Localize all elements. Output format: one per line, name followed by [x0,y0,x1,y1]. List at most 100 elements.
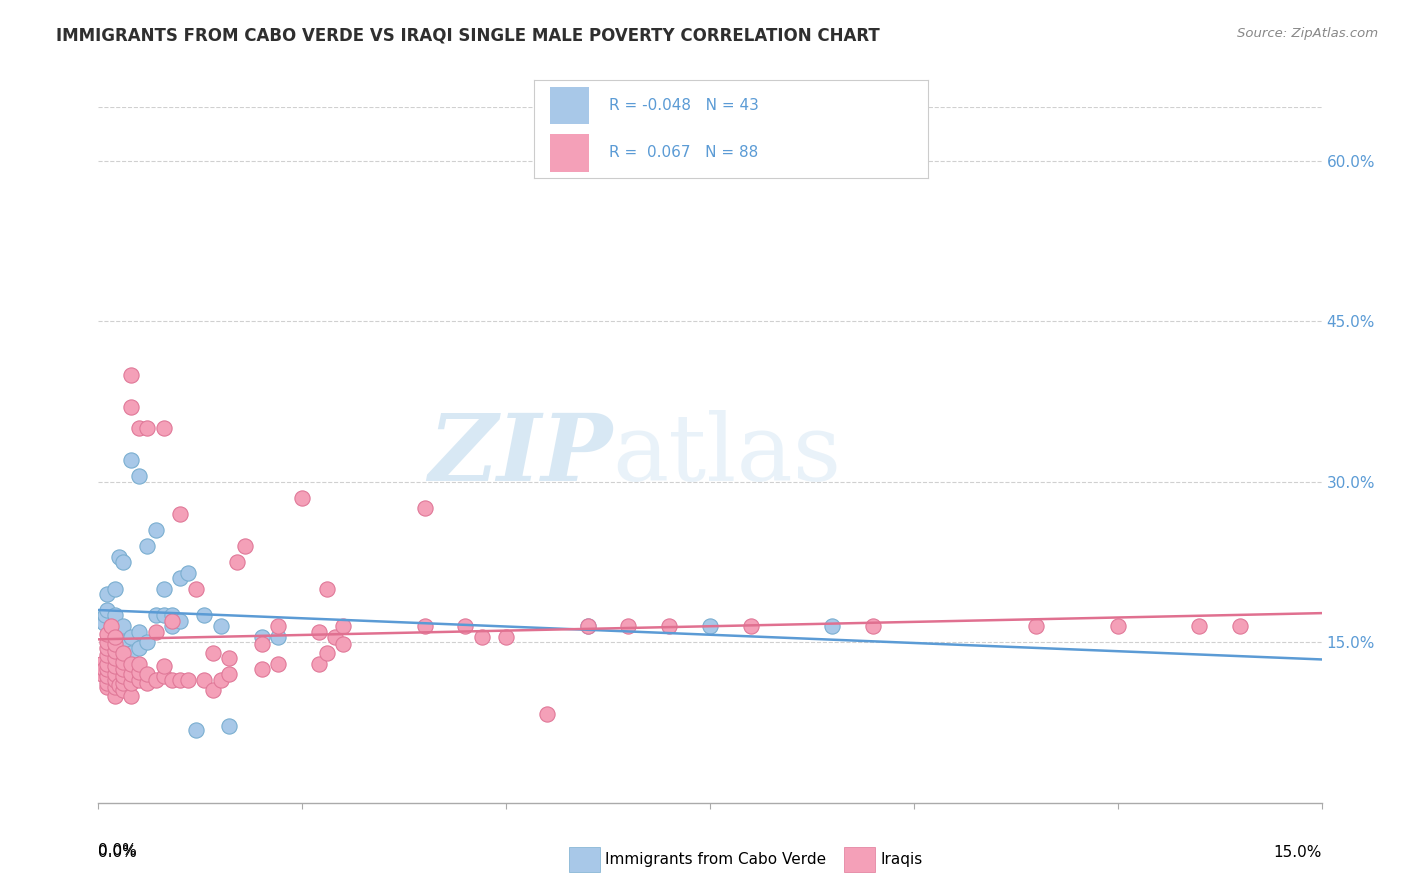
Point [169,673,191,687]
Point [1107,619,1129,633]
Point [93,615,115,630]
Point [104,651,127,665]
Point [96,640,118,655]
Point [104,658,127,673]
Point [96,680,118,694]
Point [267,657,290,671]
Bar [550,134,589,171]
Point [160,614,183,628]
Point [308,624,330,639]
Bar [550,87,589,124]
Point [128,469,150,483]
Point [91,667,114,681]
Text: Iraqis: Iraqis [880,853,922,867]
Point [193,673,215,687]
Point [104,635,127,649]
Point [128,673,150,687]
Point [111,662,134,676]
Point [209,673,232,687]
Point [111,640,134,655]
Point [201,646,224,660]
Point [108,678,131,692]
Point [104,630,127,644]
Text: R =  0.067   N = 88: R = 0.067 N = 88 [609,145,758,161]
Point [96,657,118,671]
Point [250,637,273,651]
Point [94,608,117,623]
Point [96,635,118,649]
Point [658,619,681,633]
Point [111,676,134,690]
Point [699,619,721,633]
Point [315,582,337,596]
Text: Source: ZipAtlas.com: Source: ZipAtlas.com [1237,27,1378,40]
Point [120,368,142,382]
Point [152,421,174,435]
Point [91,614,114,628]
Point [111,555,134,569]
Point [169,507,191,521]
Point [250,630,273,644]
Point [104,630,127,644]
Point [136,635,159,649]
Point [104,680,127,694]
Point [233,539,256,553]
Text: 0.0%: 0.0% [98,843,138,858]
Point [96,626,118,640]
Point [226,555,249,569]
Point [128,657,150,671]
Point [104,644,127,658]
Point [740,619,762,633]
Point [218,651,240,665]
Point [104,582,127,596]
Text: IMMIGRANTS FROM CABO VERDE VS IRAQI SINGLE MALE POVERTY CORRELATION CHART: IMMIGRANTS FROM CABO VERDE VS IRAQI SING… [56,27,880,45]
Point [576,619,599,633]
Point [136,676,159,690]
Point [471,630,494,644]
Point [128,624,150,639]
Point [128,421,150,435]
Point [111,635,134,649]
Point [413,501,436,516]
Point [495,630,517,644]
Point [136,667,159,681]
Point [120,646,142,660]
Point [536,706,558,721]
Point [1025,619,1047,633]
Point [454,619,477,633]
Point [145,673,167,687]
Point [104,637,127,651]
Point [193,608,215,623]
Point [100,619,122,633]
Point [96,603,118,617]
Point [169,614,191,628]
Point [413,619,436,633]
Point [152,669,174,683]
Point [323,630,346,644]
Point [152,608,174,623]
Point [332,619,354,633]
Point [862,619,884,633]
Point [169,571,191,585]
Point [160,673,183,687]
Point [332,637,354,651]
Point [218,667,240,681]
Point [120,630,142,644]
Point [104,619,127,633]
Point [160,608,183,623]
Point [308,657,330,671]
Point [120,689,142,703]
Point [218,719,240,733]
Point [209,619,232,633]
Point [120,400,142,414]
Point [267,630,290,644]
Point [90,657,112,671]
Point [145,624,167,639]
Text: 15.0%: 15.0% [1274,845,1322,860]
Point [120,453,142,467]
Point [104,689,127,703]
Point [96,669,118,683]
Point [267,619,290,633]
Point [291,491,314,505]
Point [152,658,174,673]
